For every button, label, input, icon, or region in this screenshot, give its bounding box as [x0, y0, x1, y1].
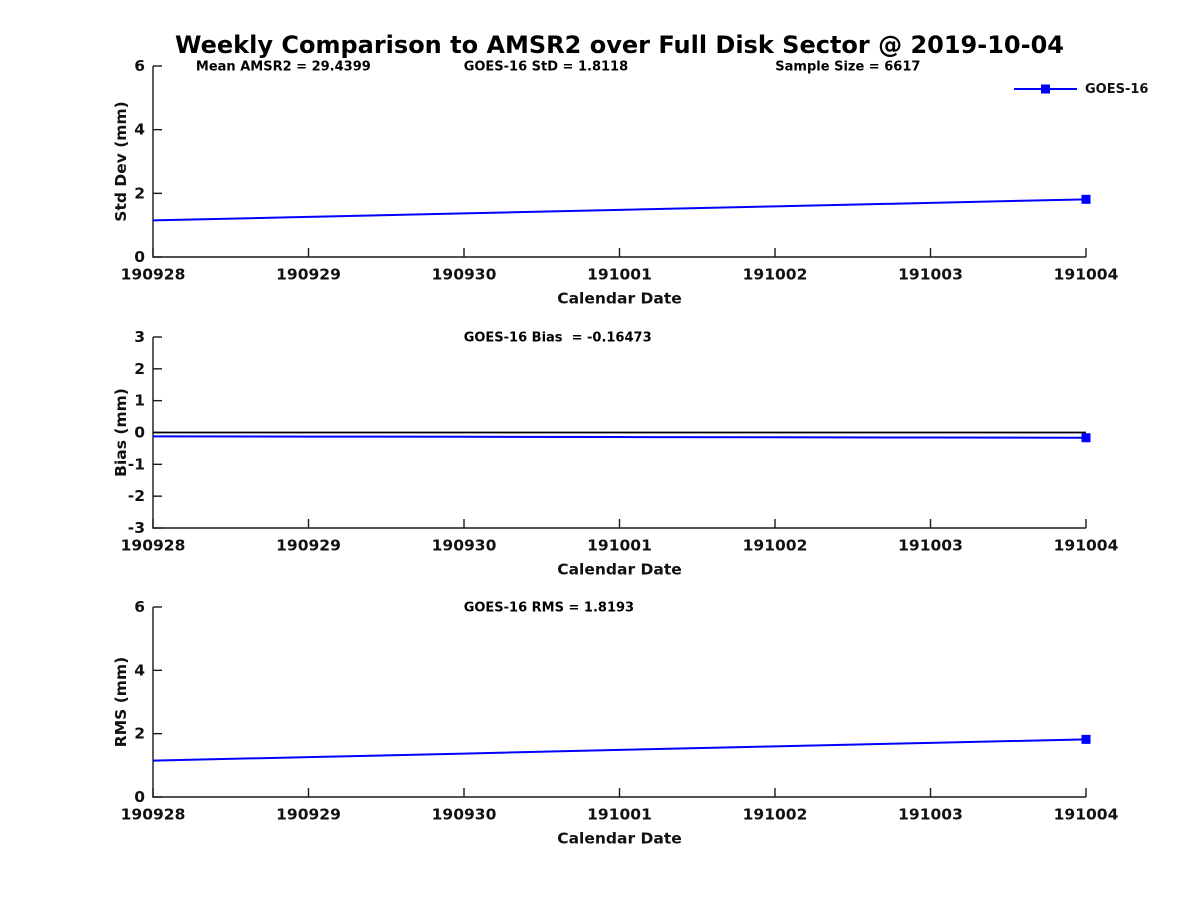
x-tick-label: 191002	[743, 537, 808, 555]
x-tick-label: 190930	[432, 806, 497, 824]
x-tick-label: 191001	[587, 806, 652, 824]
y-tick-label: 0	[134, 788, 145, 806]
x-tick-label: 191002	[743, 806, 808, 824]
series-line-goes-16	[152, 738, 1087, 762]
x-axis-label: Calendar Date	[557, 290, 682, 308]
y-tick-label: 0	[134, 248, 145, 266]
y-tick-label: 0	[134, 424, 145, 442]
x-axis-label: Calendar Date	[557, 561, 682, 579]
x-tick-label: 191002	[743, 266, 808, 284]
series-endpoint-marker	[1081, 433, 1091, 443]
y-tick-label: 1	[134, 392, 145, 410]
y-tick-label: 4	[134, 661, 145, 679]
figure-title: Weekly Comparison to AMSR2 over Full Dis…	[175, 31, 1064, 59]
y-tick-label: 2	[134, 725, 145, 743]
x-tick-label: 191004	[1054, 806, 1119, 824]
annotation-text: Sample Size = 6617	[775, 60, 920, 75]
y-tick-label: 6	[134, 57, 145, 75]
subplot-bias: 190928 190929 190930 191001 191002 191003 1910…	[112, 328, 1119, 579]
x-tick-label: 191004	[1054, 266, 1119, 284]
x-tick-label: 191003	[898, 266, 963, 284]
annotation-text: GOES-16 RMS = 1.8193	[464, 601, 634, 616]
y-tick-label: -1	[128, 455, 145, 473]
y-tick-label: -3	[128, 519, 145, 537]
annotation-text: Mean AMSR2 = 29.4399	[196, 60, 371, 75]
y-tick-label: 2	[134, 184, 145, 202]
x-tick-label: 190929	[276, 806, 341, 824]
y-tick-label: 4	[134, 121, 145, 139]
y-tick-label: 2	[134, 360, 145, 378]
legend: GOES-16	[1014, 80, 1148, 98]
x-axis-label: Calendar Date	[557, 830, 682, 848]
x-tick-label: 191003	[898, 537, 963, 555]
x-tick-label: 191001	[587, 537, 652, 555]
y-axis-label: Bias (mm)	[112, 388, 130, 477]
x-tick-label: 191003	[898, 806, 963, 824]
legend-line-sample	[1014, 84, 1077, 94]
y-tick-label: 3	[134, 328, 145, 346]
x-tick-label: 190930	[432, 266, 497, 284]
x-tick-label: 191004	[1054, 537, 1119, 555]
annotation-text: GOES-16 StD = 1.8118	[464, 60, 628, 75]
series-line-goes-16	[152, 435, 1087, 439]
y-axis-label: Std Dev (mm)	[112, 101, 130, 221]
y-tick-label: 6	[134, 598, 145, 616]
subplot-std-dev: 190928 190929 190930 191001 191002 191003 1910…	[112, 57, 1119, 308]
x-tick-label: 190928	[121, 537, 186, 555]
x-tick-label: 190930	[432, 537, 497, 555]
annotation-text: GOES-16 Bias = -0.16473	[464, 331, 652, 346]
x-tick-label: 190929	[276, 266, 341, 284]
legend-label: GOES-16	[1085, 81, 1149, 97]
y-axis-label: RMS (mm)	[112, 657, 130, 747]
y-tick-label: -2	[128, 487, 145, 505]
legend-square-marker-icon	[1041, 84, 1050, 94]
series-line-goes-16	[152, 198, 1087, 222]
x-tick-label: 190928	[121, 806, 186, 824]
x-tick-label: 191001	[587, 266, 652, 284]
series-endpoint-marker	[1081, 734, 1091, 744]
series-endpoint-marker	[1081, 194, 1091, 204]
subplot-rms: 190928 190929 190930 191001 191002 191003 1910…	[112, 598, 1119, 848]
x-tick-label: 190928	[121, 266, 186, 284]
x-tick-label: 190929	[276, 537, 341, 555]
